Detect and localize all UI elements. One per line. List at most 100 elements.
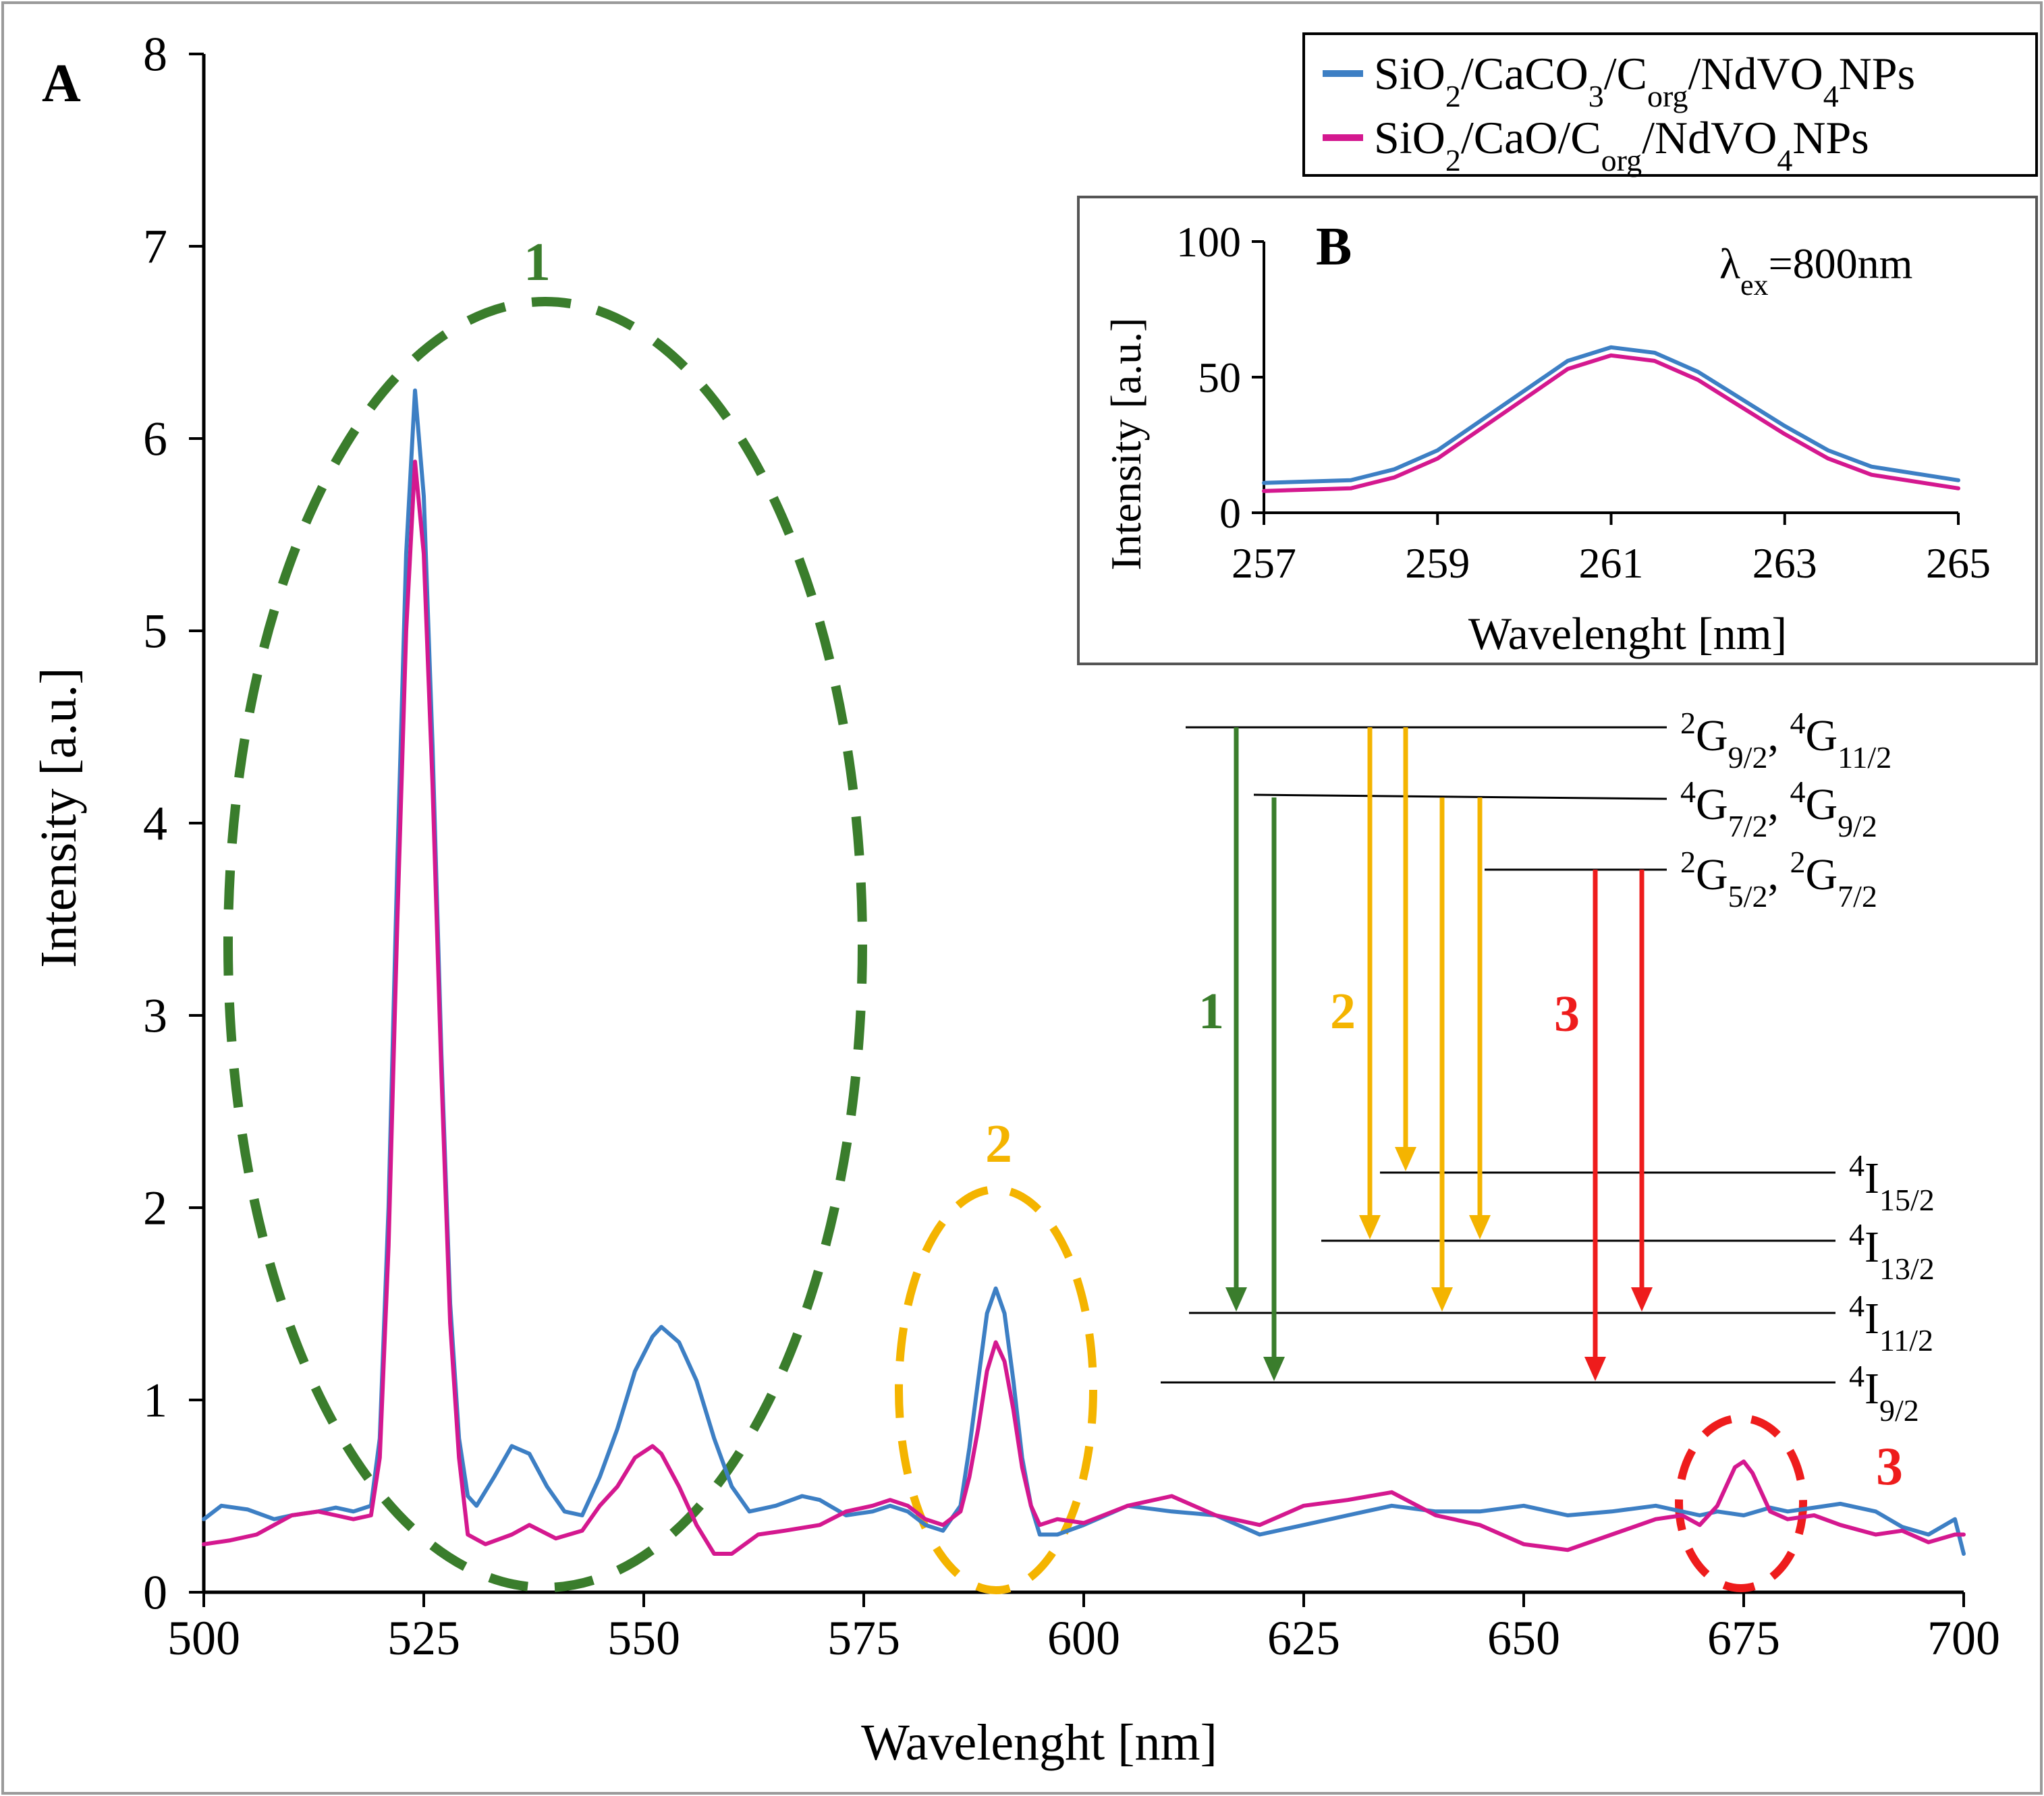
data-point [1839, 1502, 1842, 1505]
data-point [246, 1508, 250, 1511]
data-point [1480, 427, 1483, 430]
transition-group-3-label: 3 [1554, 986, 1580, 1042]
level-label-2g5-2g7: 2G5/2, 2G7/2 [1680, 845, 1877, 914]
data-point [1302, 1523, 1305, 1527]
data-point [1813, 1514, 1816, 1517]
data-point [1012, 1408, 1015, 1411]
transition-arrowhead-green-a [1225, 1287, 1247, 1312]
data-point [695, 1379, 698, 1382]
data-point [414, 460, 416, 464]
text-run: NPs [1792, 112, 1869, 163]
data-point [678, 1485, 681, 1488]
text-run: 7/2 [1838, 879, 1877, 914]
data-point [1654, 1517, 1657, 1521]
x-tick-label: 675 [1707, 1611, 1780, 1665]
x-tick-label: 600 [1047, 1611, 1120, 1665]
text-run: 4 [1823, 79, 1839, 113]
data-point [1012, 1379, 1015, 1382]
series-2-points [1263, 354, 1960, 493]
data-point [1434, 1510, 1437, 1513]
x-tick-label: 259 [1405, 539, 1470, 587]
data-point [449, 1322, 452, 1324]
data-point [1263, 490, 1265, 493]
data-point [871, 1504, 874, 1507]
text-run: 9/2 [1838, 809, 1877, 843]
text-run: 11/2 [1879, 1323, 1933, 1357]
data-point [1393, 468, 1396, 471]
data-point [1038, 1523, 1041, 1527]
data-point [1610, 1510, 1613, 1513]
data-point [1653, 352, 1656, 354]
data-point [1566, 1514, 1570, 1517]
data-point [1434, 1514, 1437, 1517]
data-point [598, 1504, 601, 1507]
data-point [1480, 419, 1483, 422]
text-run: G [1805, 780, 1838, 829]
excitation-subscript: ex [1740, 269, 1769, 302]
level-label-4i15: 4I15/2 [1849, 1148, 1935, 1217]
data-point [615, 1427, 619, 1430]
text-run: G [1696, 780, 1728, 829]
y-tick-label: 4 [143, 796, 167, 850]
data-point [466, 1533, 470, 1536]
text-run: SiO [1374, 48, 1445, 99]
data-point [1900, 1525, 1904, 1529]
data-point [528, 1523, 531, 1527]
text-run: /CaO/C [1461, 112, 1601, 163]
data-point [369, 1514, 372, 1517]
y-tick-label: 0 [1219, 489, 1241, 537]
text-run: 2 [1445, 79, 1461, 113]
data-point [713, 1437, 716, 1440]
data-point [334, 1514, 337, 1517]
data-point [563, 1510, 566, 1513]
text-run: NPs [1839, 48, 1915, 99]
x-tick-label: 650 [1487, 1611, 1560, 1665]
legend-box [1302, 32, 2038, 177]
data-point [1870, 466, 1873, 468]
text-run: 13/2 [1879, 1252, 1935, 1286]
data-point [800, 1494, 804, 1498]
x-tick-label: 525 [387, 1611, 460, 1665]
data-point [1350, 479, 1352, 482]
transition-group-2 [1359, 727, 1491, 1312]
x-tick-label: 265 [1926, 539, 1991, 587]
excitation-lambda: λ [1719, 240, 1740, 287]
data-point [290, 1514, 294, 1517]
data-point [1751, 1471, 1754, 1475]
text-run: 3 [1589, 79, 1604, 113]
data-point [1258, 1533, 1261, 1536]
y-tick-label: 5 [143, 604, 167, 658]
data-point [889, 1504, 892, 1507]
text-run: , [1767, 780, 1790, 829]
data-point [598, 1476, 601, 1478]
data-point [493, 1476, 496, 1478]
y-tick-label: 50 [1198, 354, 1241, 401]
data-point [1082, 1521, 1085, 1525]
transition-arrowhead-yellow-d [1469, 1215, 1491, 1239]
data-point [1055, 1517, 1059, 1521]
data-point [985, 1370, 989, 1373]
data-point [422, 553, 425, 555]
text-run: 4 [1849, 1148, 1865, 1183]
text-run: 9/2 [1879, 1393, 1919, 1428]
data-point [1786, 1517, 1790, 1521]
data-point [634, 1370, 636, 1373]
data-point [334, 1506, 337, 1509]
data-point [1870, 474, 1873, 476]
data-point [1029, 1504, 1032, 1507]
data-point [1214, 1514, 1217, 1517]
text-run: , [1767, 850, 1790, 899]
transition-arrowhead-red-a [1584, 1357, 1606, 1381]
data-point [1350, 487, 1352, 490]
data-point [220, 1504, 223, 1507]
data-point [255, 1533, 258, 1536]
text-run: org [1647, 79, 1688, 113]
data-point [695, 1523, 698, 1527]
data-point [1566, 360, 1569, 362]
series-1-points [1263, 346, 1960, 484]
text-run: /NdVO [1642, 112, 1777, 163]
text-run: 4 [1849, 1217, 1865, 1252]
data-point [1839, 1523, 1842, 1527]
data-point [422, 495, 425, 498]
